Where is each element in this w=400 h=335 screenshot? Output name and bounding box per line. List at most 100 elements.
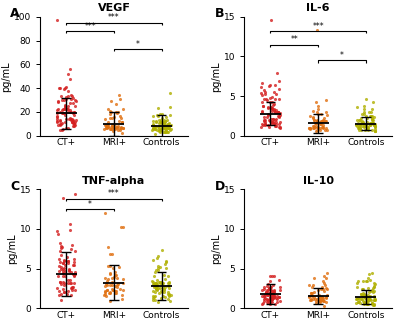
Point [58,110,65,116]
Point [166,285,172,290]
Point [367,109,374,114]
Point [104,245,111,250]
Point [166,280,173,285]
Text: ***: *** [84,22,96,31]
Point [70,284,76,289]
Point [322,98,329,103]
Point [109,115,116,121]
Point [370,303,376,308]
Point [272,119,279,124]
Point [69,96,76,101]
Point [272,110,278,115]
Point [103,122,109,127]
Point [153,286,159,291]
Point [276,295,282,300]
Point [154,285,161,291]
Point [366,295,372,300]
Title: TNF-alpha: TNF-alpha [82,176,146,186]
Point [312,120,318,126]
Point [70,122,77,127]
Point [158,127,164,132]
Point [118,115,125,121]
Point [110,265,116,271]
Point [262,91,268,97]
Point [106,289,113,295]
Point [59,121,65,126]
Point [273,92,280,97]
Point [258,84,264,90]
Point [314,125,321,130]
Point [361,106,367,111]
Point [158,112,165,117]
Point [54,120,60,125]
Point [368,115,375,121]
Point [158,119,164,125]
Point [360,124,367,129]
Point [315,103,321,109]
Point [60,286,67,291]
Point [323,295,329,300]
Point [102,288,109,294]
Point [368,298,374,303]
Point [64,280,71,286]
Point [371,121,378,127]
Point [262,89,268,94]
Point [64,258,71,264]
Point [61,102,68,108]
Point [266,297,272,303]
Text: D: D [214,180,225,193]
Point [150,295,157,301]
Point [318,286,324,292]
Point [276,96,282,102]
Point [264,293,270,298]
Point [120,280,126,285]
Point [310,109,316,114]
Point [273,108,279,113]
Point [151,273,157,279]
Point [272,97,278,102]
Point [308,291,314,296]
Point [264,287,271,292]
Point [152,297,158,303]
Point [353,122,360,128]
Point [69,243,75,248]
Point [120,287,126,292]
Point [356,125,363,130]
Point [154,286,160,291]
Point [360,124,367,129]
Point [158,127,164,133]
Point [154,277,160,283]
Point [364,126,370,131]
Point [320,297,327,303]
Point [168,292,174,297]
Point [150,122,156,127]
Point [70,119,76,124]
Point [63,96,69,102]
Point [359,292,365,297]
Point [164,122,171,127]
Point [276,294,282,300]
Point [71,272,77,278]
Point [269,116,276,122]
Point [320,119,326,124]
Point [108,124,114,130]
Point [70,110,77,115]
Point [117,286,124,291]
Point [276,120,283,125]
Point [55,98,61,104]
Point [265,111,272,117]
Point [153,268,159,273]
Point [369,288,375,293]
Point [120,107,126,112]
Point [112,290,119,295]
Point [321,288,328,294]
Point [155,299,162,305]
Point [164,274,171,279]
Point [149,127,155,132]
Point [161,287,167,292]
Point [313,300,320,306]
Point [61,106,67,111]
Point [369,270,375,276]
Point [369,113,375,119]
Point [363,299,370,305]
